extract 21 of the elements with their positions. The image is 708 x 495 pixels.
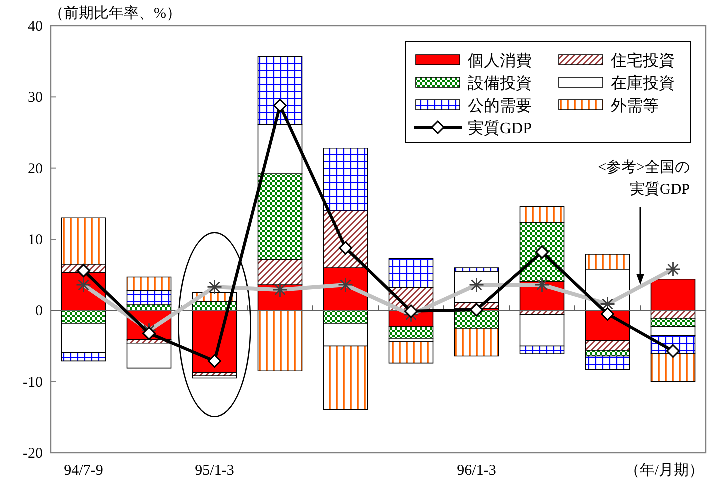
y-tick-label: 0 <box>36 304 43 320</box>
y-axis-title: （前期比年率、%） <box>49 5 182 22</box>
y-tick-label: 40 <box>28 19 43 35</box>
y-tick-label: -10 <box>23 374 43 391</box>
annotation: <参考>全国の <box>598 159 690 176</box>
y-tick-label: 20 <box>28 161 43 178</box>
x-axis-title: （年/月期） <box>624 462 704 479</box>
x-tick-label: 95/1-3 <box>195 463 234 479</box>
x-tick-label: 96/1-3 <box>457 463 496 479</box>
legend-label: 設備投資 <box>468 74 532 92</box>
y-tick-label: 30 <box>28 90 43 106</box>
legend-label: 実質GDP <box>468 120 532 138</box>
legend-label: 外需等 <box>611 97 659 115</box>
legend-label: 個人消費 <box>468 52 532 70</box>
y-tick-label: -20 <box>23 446 43 462</box>
legend-label: 公的需要 <box>468 98 532 115</box>
x-tick-label: 94/7-9 <box>64 463 104 479</box>
y-tick-label: 10 <box>28 232 43 248</box>
legend-label: 住宅投資 <box>610 52 675 70</box>
legend-label: 在庫投資 <box>611 74 675 92</box>
annotation: 実質GDP <box>630 181 690 198</box>
